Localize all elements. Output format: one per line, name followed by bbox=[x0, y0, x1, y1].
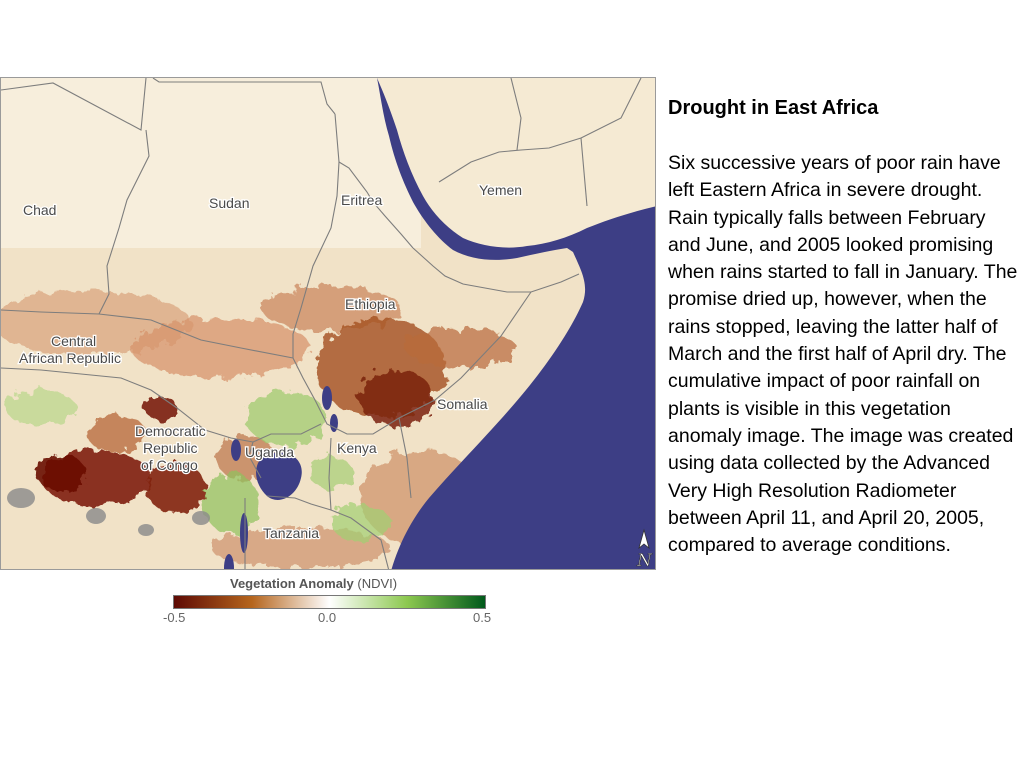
label-sudan: Sudan bbox=[209, 195, 249, 211]
label-eritrea: Eritrea bbox=[341, 192, 382, 208]
legend-subtitle: (NDVI) bbox=[357, 576, 398, 591]
ndvi-legend: Vegetation Anomaly (NDVI) -0.5 0.0 0.5 bbox=[150, 575, 510, 630]
legend-title-text: Vegetation Anomaly bbox=[230, 576, 354, 591]
arabian-peninsula bbox=[377, 78, 655, 248]
vegetation-anomaly-map: Chad Sudan Eritrea Yemen Ethiopia Centra… bbox=[0, 77, 656, 570]
article-panel: Drought in East Africa Six successive ye… bbox=[668, 92, 1018, 559]
label-yemen: Yemen bbox=[479, 182, 522, 198]
article-title: Drought in East Africa bbox=[668, 97, 879, 119]
label-uganda: Uganda bbox=[245, 444, 294, 460]
label-drc-line1: Democratic bbox=[135, 423, 206, 439]
map-labels: Chad Sudan Eritrea Yemen Ethiopia Centra… bbox=[18, 181, 524, 543]
legend-tick-min: -0.5 bbox=[163, 610, 186, 625]
legend-title: Vegetation Anomaly (NDVI) bbox=[230, 576, 397, 591]
label-kenya: Kenya bbox=[337, 440, 377, 456]
label-drc-line2: Republic bbox=[143, 440, 197, 456]
label-car-line2: African Republic bbox=[19, 350, 121, 366]
north-arrow-icon bbox=[638, 528, 650, 550]
label-tanzania: Tanzania bbox=[263, 525, 319, 541]
lakes bbox=[224, 386, 338, 569]
north-arrow: N bbox=[636, 528, 653, 570]
article-body: Six successive years of poor rain have l… bbox=[668, 152, 1018, 557]
label-somalia: Somalia bbox=[437, 396, 488, 412]
label-car-line1: Central bbox=[51, 333, 96, 349]
country-borders bbox=[1, 78, 642, 569]
north-arrow-letter: N bbox=[636, 551, 653, 570]
no-data-areas bbox=[7, 488, 210, 536]
label-ethiopia: Ethiopia bbox=[345, 296, 396, 312]
label-chad: Chad bbox=[23, 202, 56, 218]
legend-tick-max: 0.5 bbox=[473, 610, 492, 625]
legend-tick-mid: 0.0 bbox=[318, 610, 337, 625]
label-drc-line3: of Congo bbox=[141, 457, 198, 473]
legend-color-bar bbox=[173, 595, 486, 609]
arid-sudan-zone bbox=[1, 78, 421, 248]
